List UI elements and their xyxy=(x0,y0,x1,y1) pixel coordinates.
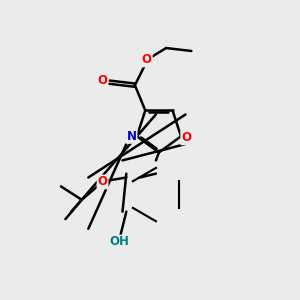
Text: O: O xyxy=(98,176,108,188)
Text: N: N xyxy=(127,130,136,143)
Text: O: O xyxy=(181,131,191,144)
Text: OH: OH xyxy=(109,236,129,248)
Text: O: O xyxy=(97,74,107,87)
Text: O: O xyxy=(142,53,152,66)
